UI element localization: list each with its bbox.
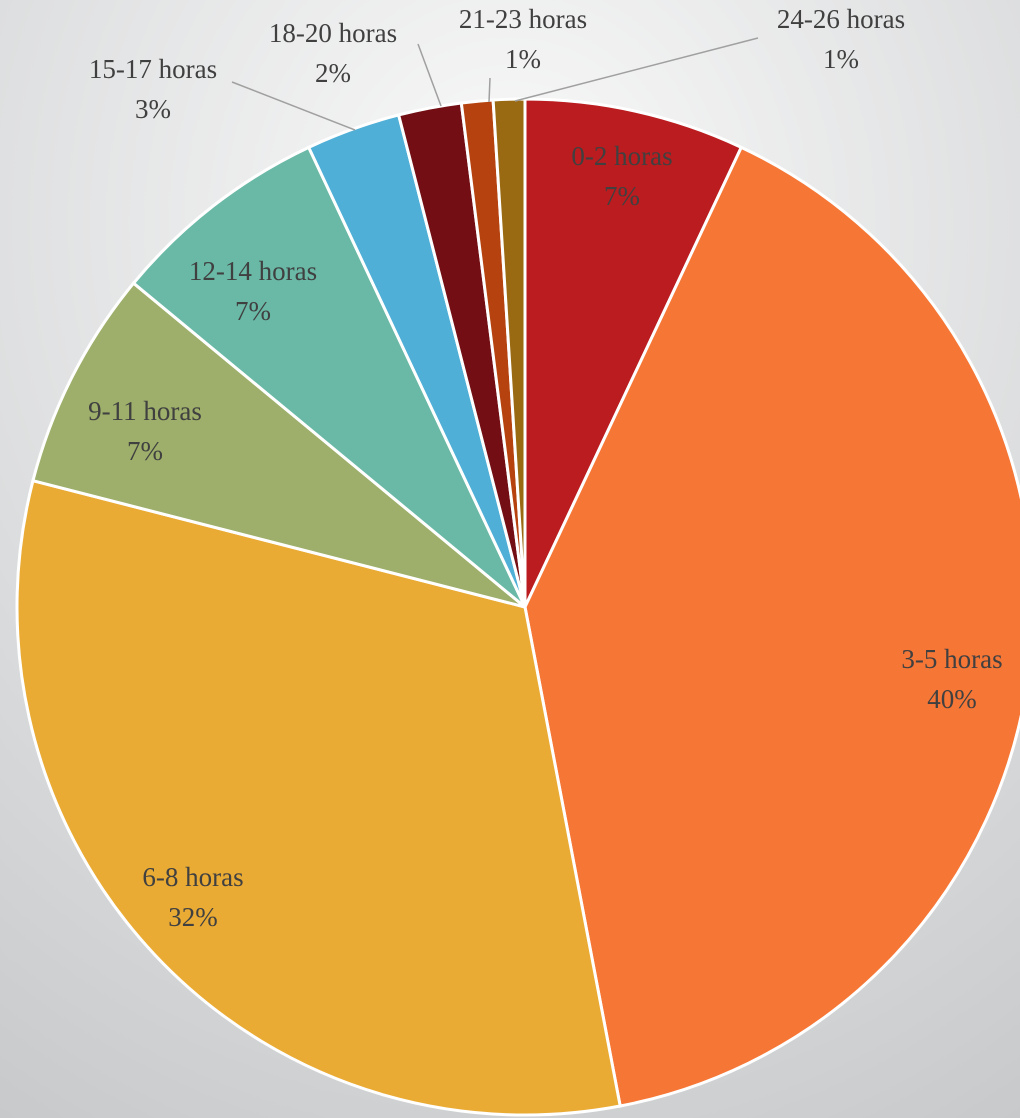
category-label: 18-20 horas	[269, 18, 397, 48]
leader-line	[488, 77, 491, 103]
value-label: 7%	[604, 181, 640, 211]
value-label: 2%	[315, 58, 351, 88]
data-label: 15-17 horas 3%	[89, 54, 217, 124]
category-label: 12-14 horas	[189, 256, 317, 286]
pie-slice	[523, 97, 744, 608]
pie-slice	[523, 145, 1020, 1108]
data-label: 3-5 horas 40%	[901, 644, 1002, 714]
data-label: 9-11 horas 7%	[88, 396, 202, 466]
value-label: 1%	[823, 44, 859, 74]
data-label: 21-23 horas 1%	[459, 4, 587, 74]
category-label: 9-11 horas	[88, 396, 202, 426]
data-label: 24-26 horas 1%	[777, 4, 905, 74]
pie-slice	[131, 145, 527, 609]
data-label: 12-14 horas 7%	[189, 256, 317, 326]
category-label: 3-5 horas	[901, 644, 1002, 674]
data-label: 0-2 horas 7%	[571, 141, 672, 211]
value-label: 7%	[235, 296, 271, 326]
category-label: 21-23 horas	[459, 4, 587, 34]
pie-slice	[31, 281, 526, 609]
leader-line	[231, 81, 356, 131]
pie-slice	[15, 478, 622, 1117]
leader-line	[514, 37, 759, 102]
value-label: 40%	[927, 684, 977, 714]
category-label: 15-17 horas	[89, 54, 217, 84]
category-label: 24-26 horas	[777, 4, 905, 34]
data-label: 18-20 horas 2%	[269, 18, 397, 88]
value-label: 32%	[168, 902, 218, 932]
value-label: 1%	[505, 44, 541, 74]
category-label: 0-2 horas	[571, 141, 672, 171]
category-label: 6-8 horas	[142, 862, 243, 892]
value-label: 7%	[127, 436, 163, 466]
value-label: 3%	[135, 94, 171, 124]
data-label: 6-8 horas 32%	[142, 862, 243, 932]
leader-line	[417, 43, 442, 107]
